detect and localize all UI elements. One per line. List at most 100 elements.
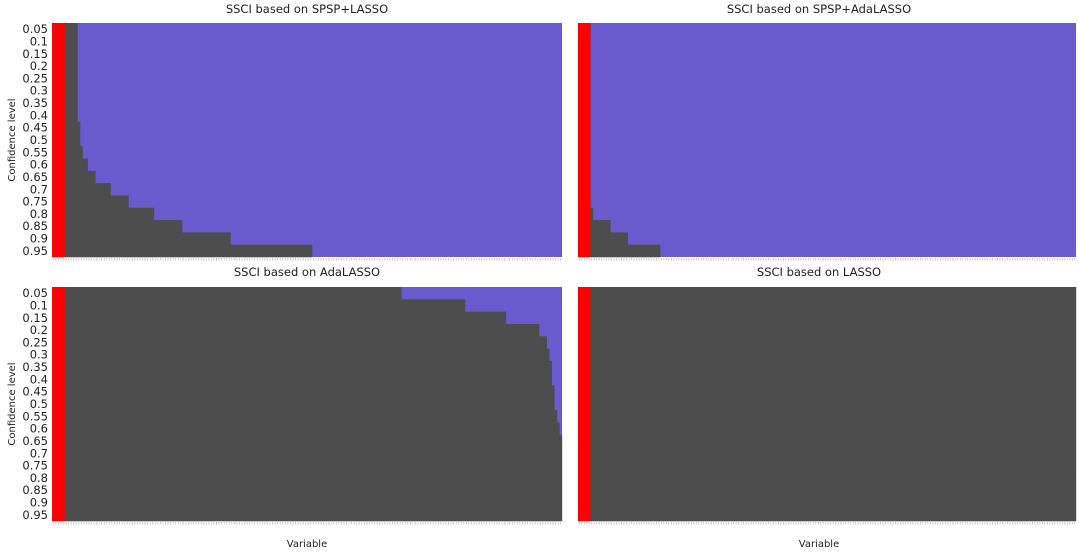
y-tick-label: 0.3 [30, 84, 48, 98]
y-tick-label: 0.1 [30, 298, 48, 312]
selected-cells-level-0.65 [578, 434, 1077, 448]
y-tick-label: 0.55 [22, 145, 48, 159]
y-tick-label: 0.75 [22, 459, 48, 473]
selected-cells-level-0.9 [52, 496, 563, 509]
selected-cells-level-0.2 [52, 323, 540, 337]
y-tick-label: 0.85 [22, 483, 48, 497]
y-tick-label: 0.5 [30, 133, 48, 147]
selected-cells-level-0.15 [578, 311, 1077, 325]
selected-cells-level-0.6 [52, 422, 560, 436]
panel-title: SSCI based on LASSO [757, 265, 881, 279]
selected-cells-level-0.1 [578, 299, 1077, 312]
y-tick-label: 0.4 [30, 108, 48, 122]
panel-title: SSCI based on SPSP+LASSO [226, 2, 388, 16]
x-axis-label: Variable [799, 539, 840, 550]
selected-cells-level-0.8 [52, 207, 155, 221]
selected-cells-level-0.75 [578, 459, 1077, 473]
panel-lasso: SSCI based on LASSO Variable [578, 265, 1077, 550]
y-tick-label: 0.05 [22, 22, 48, 36]
true-variable-cells [52, 287, 65, 521]
y-axis-label: Confidence level [7, 98, 18, 181]
selected-cells-level-0.2 [578, 323, 1077, 337]
selected-cells-level-0.7 [52, 447, 563, 460]
selected-cells-level-0.85 [578, 484, 1077, 497]
selected-cells-level-0.3 [52, 348, 550, 362]
y-tick-label: 0.15 [22, 47, 48, 61]
selected-cells-level-0.45 [52, 385, 555, 399]
selected-cells-level-0.9 [578, 232, 628, 245]
panel-spsp-adalasso: SSCI based on SPSP+AdaLASSO [578, 2, 1076, 261]
y-tick-label: 0.6 [30, 422, 48, 436]
selected-cells-level-0.65 [52, 434, 563, 448]
panel-title: SSCI based on AdaLASSO [234, 265, 380, 279]
y-tick-label: 0.9 [30, 496, 48, 510]
y-tick-label: 0.25 [22, 335, 48, 349]
y-tick-label: 0.2 [30, 59, 48, 73]
x-axis-ticks [578, 258, 1076, 261]
y-tick-label: 0.15 [22, 311, 48, 325]
selected-cells-level-0.85 [52, 220, 183, 233]
y-tick-label: 0.65 [22, 170, 48, 184]
y-tick-label: 0.2 [30, 323, 48, 337]
selected-cells-level-0.95 [52, 244, 313, 258]
true-variable-cells [578, 287, 591, 521]
selected-cells-level-0.85 [52, 484, 563, 497]
selected-cells-level-0.05 [52, 287, 402, 300]
selected-cells-level-0.6 [578, 422, 1077, 436]
selected-cells-level-0.25 [52, 336, 547, 349]
y-tick-label: 0.1 [30, 34, 48, 48]
selected-cells-level-0.1 [52, 299, 466, 312]
y-tick-label: 0.45 [22, 385, 48, 399]
x-axis-ticks [52, 258, 562, 261]
y-axis-label: Confidence level [7, 362, 18, 445]
selected-cells-level-0.4 [578, 373, 1077, 386]
y-tick-label: 0.7 [30, 446, 48, 460]
selected-cells-level-0.4 [52, 373, 552, 386]
selected-cells-level-0.75 [52, 195, 129, 209]
selected-cells-level-0.3 [578, 348, 1077, 362]
selected-cells-level-0.7 [52, 183, 111, 196]
panel-adalasso: SSCI based on AdaLASSO Confidence level … [7, 265, 563, 550]
selected-cells-level-0.15 [52, 311, 507, 325]
y-tick-label: 0.75 [22, 195, 48, 209]
x-axis-ticks [52, 522, 562, 525]
selected-cells-level-0.7 [578, 447, 1077, 460]
y-tick-label: 0.25 [22, 71, 48, 85]
y-tick-label: 0.65 [22, 434, 48, 448]
y-tick-label: 0.45 [22, 121, 48, 135]
true-variable-cells [578, 23, 591, 257]
selected-cells-level-0.8 [52, 471, 563, 485]
y-tick-label: 0.95 [22, 244, 48, 258]
panel-plot-area [578, 23, 1076, 261]
selected-cells-level-0.55 [578, 410, 1077, 423]
y-tick-label: 0.95 [22, 508, 48, 522]
selected-cells-level-0.75 [52, 459, 563, 473]
y-tick-label: 0.4 [30, 372, 48, 386]
selected-cells-level-0.35 [578, 360, 1077, 374]
x-axis-label: Variable [287, 539, 328, 550]
panel-plot-area: 0.050.10.150.20.250.30.350.40.450.50.550… [22, 286, 563, 525]
y-tick-label: 0.8 [30, 471, 48, 485]
selected-cells-level-0.25 [578, 336, 1077, 349]
selected-cells-level-0.55 [52, 410, 558, 423]
y-tick-label: 0.9 [30, 232, 48, 246]
y-tick-label: 0.7 [30, 182, 48, 196]
y-tick-label: 0.35 [22, 96, 48, 110]
selected-cells-level-0.35 [52, 360, 552, 374]
y-tick-label: 0.55 [22, 409, 48, 423]
y-tick-label: 0.35 [22, 360, 48, 374]
selected-cells-level-0.5 [52, 397, 555, 411]
y-tick-label: 0.3 [30, 348, 48, 362]
panel-plot-area: 0.050.10.150.20.250.30.350.40.450.50.550… [22, 22, 562, 261]
selected-cells-level-0.95 [578, 244, 661, 258]
selected-cells-level-0.95 [578, 508, 1077, 522]
selected-cells-level-0.9 [578, 496, 1077, 509]
selected-cells-level-0.05 [578, 287, 1077, 300]
y-tick-label: 0.8 [30, 207, 48, 221]
selected-cells-level-0.45 [578, 385, 1077, 399]
y-tick-label: 0.5 [30, 397, 48, 411]
y-tick-label: 0.6 [30, 158, 48, 172]
selected-cells-level-0.8 [578, 471, 1077, 485]
